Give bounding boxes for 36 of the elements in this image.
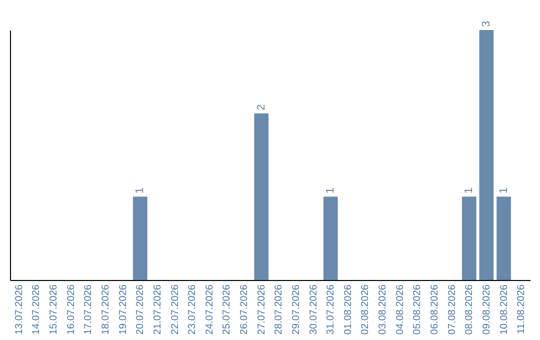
x-tick-label: 14.07.2026	[31, 284, 42, 335]
x-tick-label: 30.07.2026	[308, 284, 320, 335]
x-tick-label: 21.07.2026	[152, 284, 164, 335]
x-tick-label: 01.08.2026	[342, 284, 354, 335]
x-tick-label: 24.07.2026	[204, 284, 216, 335]
data-label: 1	[498, 188, 510, 194]
data-label: 1	[463, 188, 476, 194]
x-tick-label: 06.08.2026	[430, 284, 440, 335]
x-tick-label: 04.08.2026	[394, 284, 406, 335]
x-tick-label: 08.08.2026	[464, 284, 476, 335]
x-tick-label: 16.07.2026	[66, 284, 77, 335]
x-tick-label: 02.08.2026	[360, 284, 372, 335]
data-label: 1	[324, 188, 337, 194]
x-tick-label: 29.07.2026	[290, 284, 302, 335]
x-tick-label: 15.07.2026	[48, 284, 60, 335]
x-tick-label: 19.07.2026	[118, 284, 129, 335]
x-tick-label: 31.07.2026	[326, 284, 337, 335]
x-tick-label: 13.07.2026	[14, 284, 25, 335]
data-label: 2	[255, 104, 268, 110]
data-label: 3	[480, 20, 492, 27]
x-tick-label: 17.07.2026	[83, 284, 94, 335]
x-tick-label: 25.07.2026	[222, 284, 233, 335]
x-tick-label: 11.08.2026	[516, 284, 528, 334]
x-tick-label: 18.07.2026	[100, 284, 112, 335]
x-tick-label: 05.08.2026	[412, 284, 424, 335]
x-tick-label: 27.07.2026	[256, 284, 268, 335]
x-tick-label: 07.08.2026	[446, 284, 458, 335]
x-tick-label: 23.07.2026	[187, 284, 198, 335]
x-tick-label: 28.07.2026	[274, 284, 285, 335]
data-label: 1	[134, 188, 146, 194]
x-tick-label: 20.07.2026	[135, 284, 146, 335]
x-tick-label: 22.07.2026	[170, 284, 181, 335]
x-tick-label: 10.08.2026	[498, 284, 510, 335]
x-tick-label: 03.08.2026	[378, 284, 389, 335]
x-tick-label: 09.08.2026	[481, 284, 492, 335]
x-tick-label: 26.07.2026	[239, 284, 250, 335]
